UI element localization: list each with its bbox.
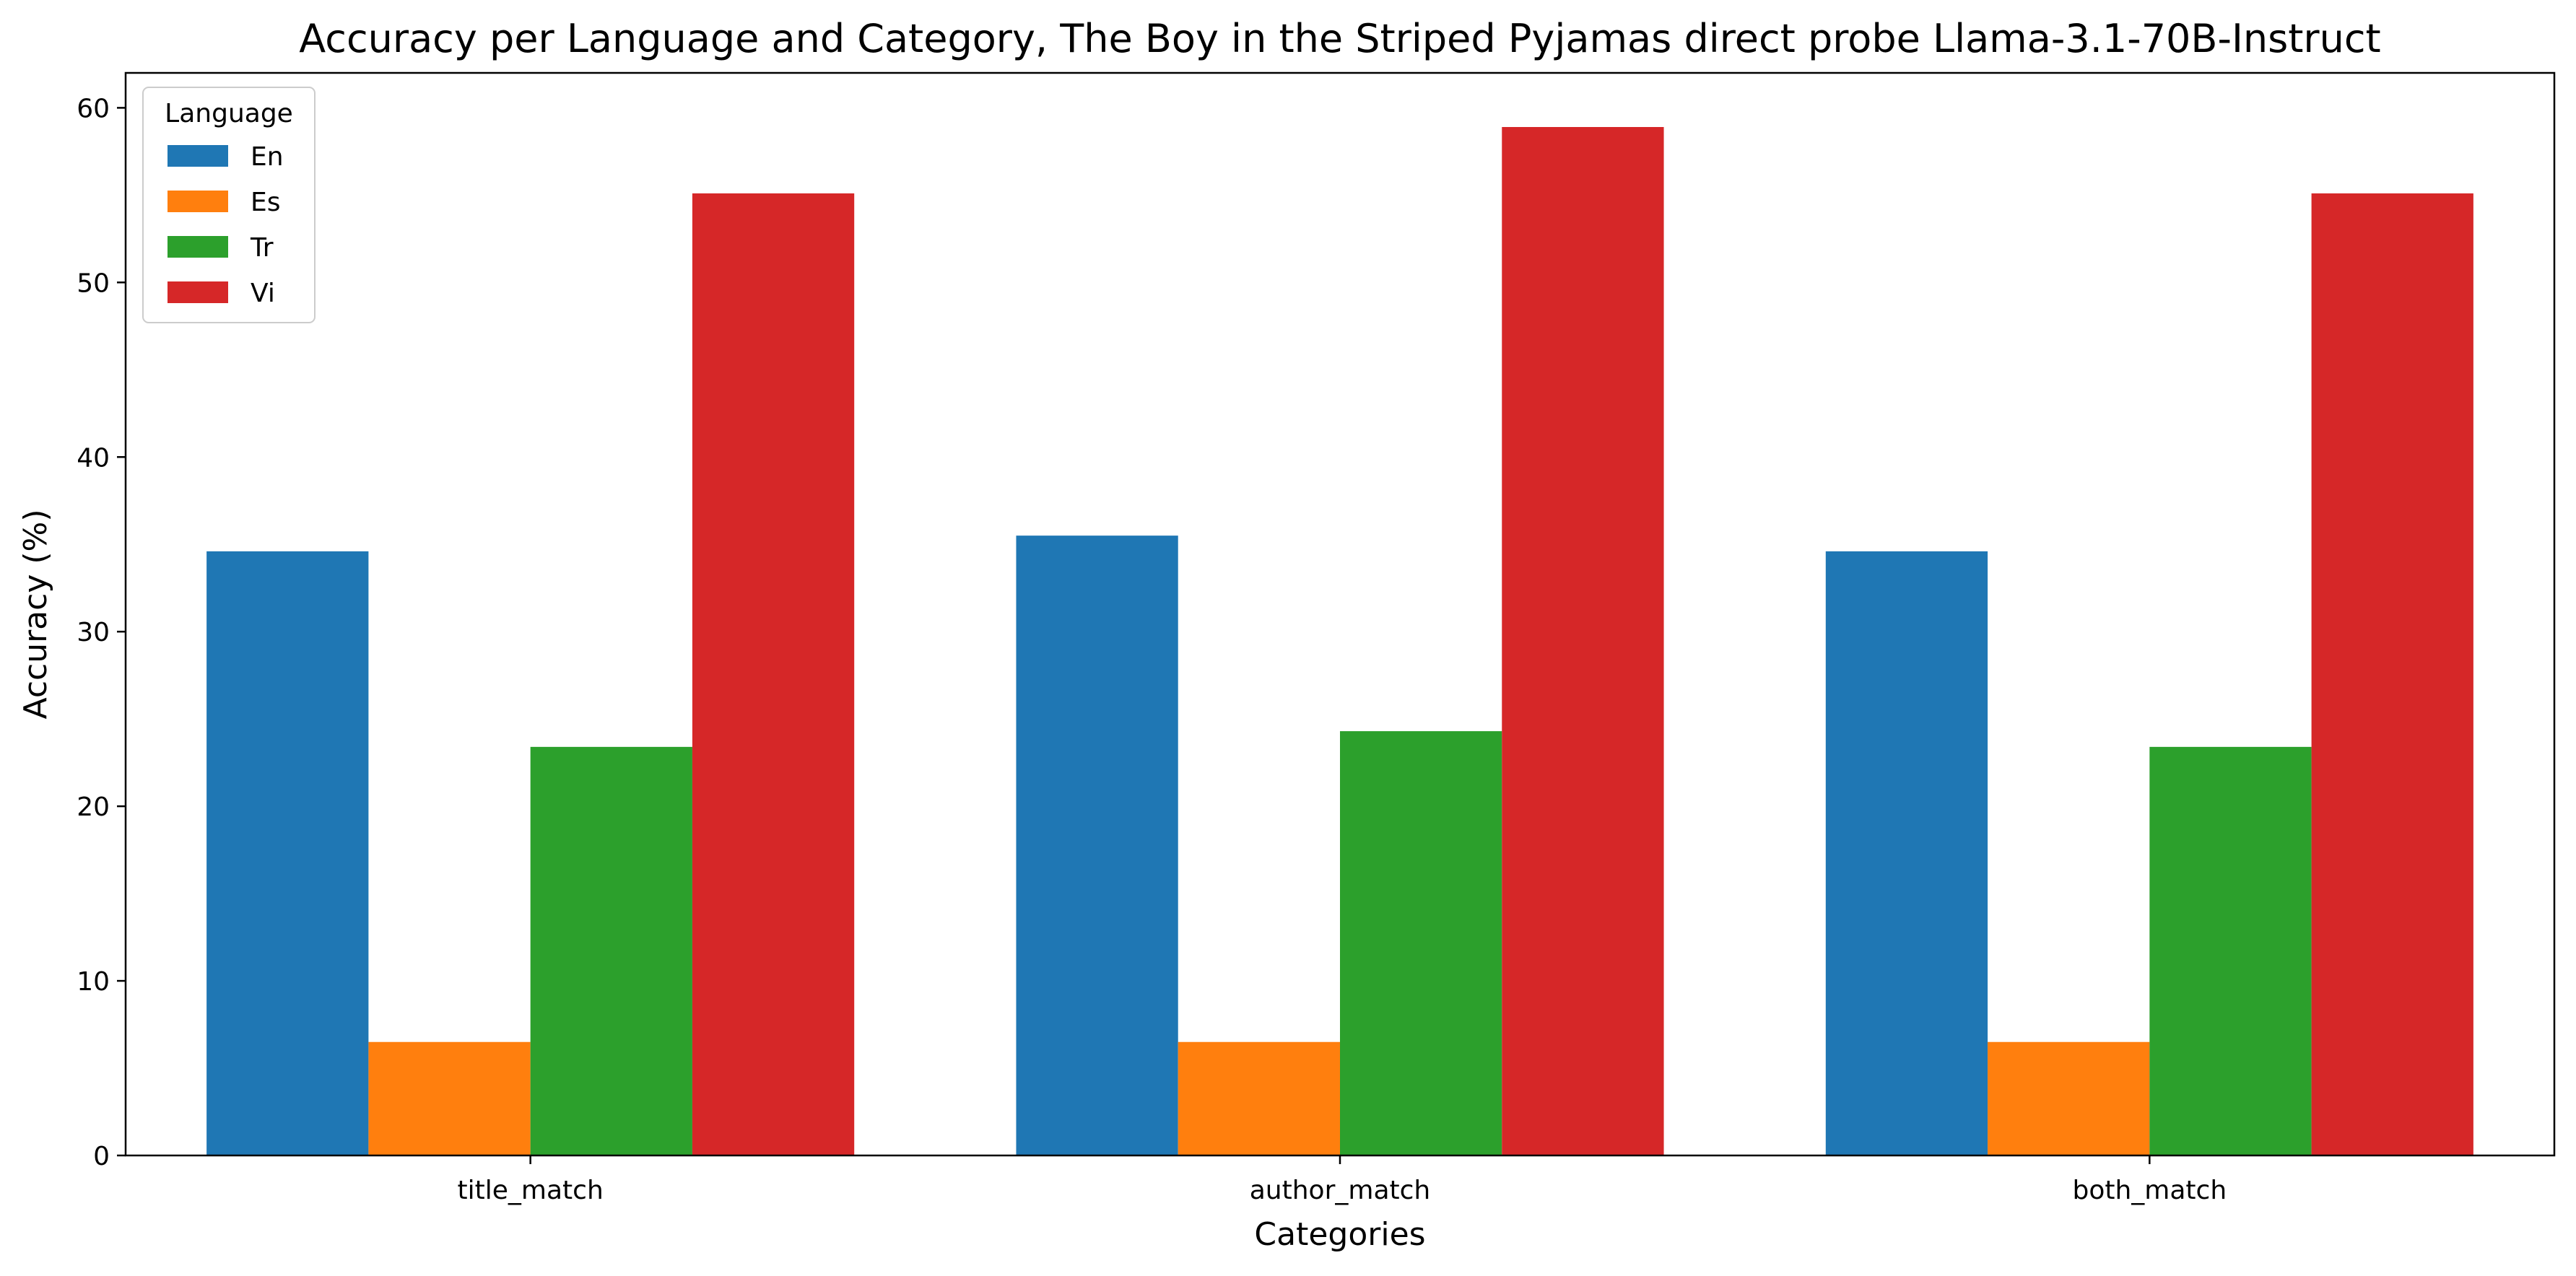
- y-tick-label: 60: [77, 94, 110, 123]
- bars-layer: [206, 127, 2473, 1156]
- legend-swatch-vi: [167, 281, 228, 303]
- y-tick-label: 40: [77, 443, 110, 473]
- legend-label-vi: Vi: [251, 279, 275, 308]
- y-tick-label: 50: [77, 268, 110, 298]
- legend-items: En Es Tr Vi: [167, 142, 284, 308]
- y-axis: 0 10 20 30 40 50 60: [77, 94, 126, 1171]
- bar-vi-title_match: [692, 193, 855, 1156]
- bar-es-title_match: [368, 1041, 531, 1155]
- bar-en-author_match: [1016, 536, 1178, 1155]
- legend-label-tr: Tr: [250, 233, 274, 263]
- bar-tr-author_match: [1340, 731, 1502, 1155]
- legend-swatch-en: [167, 145, 228, 167]
- x-axis-label: Categories: [1254, 1216, 1425, 1253]
- y-tick-label: 0: [93, 1142, 110, 1171]
- legend-label-es: Es: [251, 188, 281, 217]
- y-tick-label: 10: [77, 967, 110, 997]
- y-axis-label: Accuracy (%): [17, 509, 54, 719]
- legend-swatch-tr: [167, 236, 228, 258]
- bar-vi-author_match: [1502, 127, 1664, 1155]
- bar-tr-both_match: [2149, 746, 2312, 1155]
- x-tick-label: author_match: [1250, 1176, 1431, 1205]
- plot-area: [124, 71, 2556, 1157]
- bar-tr-title_match: [530, 746, 692, 1155]
- bar-en-both_match: [1825, 551, 1988, 1155]
- x-tick-label: both_match: [2072, 1176, 2227, 1205]
- y-tick-label: 20: [77, 792, 110, 822]
- bar-es-both_match: [1988, 1041, 2150, 1155]
- bar-es-author_match: [1178, 1041, 1340, 1155]
- bar-vi-both_match: [2311, 193, 2473, 1156]
- legend: Language En Es Tr Vi: [142, 87, 316, 323]
- legend-title: Language: [165, 99, 293, 128]
- x-tick-label: title_match: [458, 1176, 604, 1205]
- bar-en-title_match: [206, 551, 369, 1155]
- x-axis: title_match author_match both_match: [458, 1155, 2227, 1205]
- legend-swatch-es: [167, 191, 228, 212]
- chart-title: Accuracy per Language and Category, The …: [299, 16, 2380, 61]
- legend-label-en: En: [251, 142, 284, 172]
- y-tick-label: 30: [77, 618, 110, 647]
